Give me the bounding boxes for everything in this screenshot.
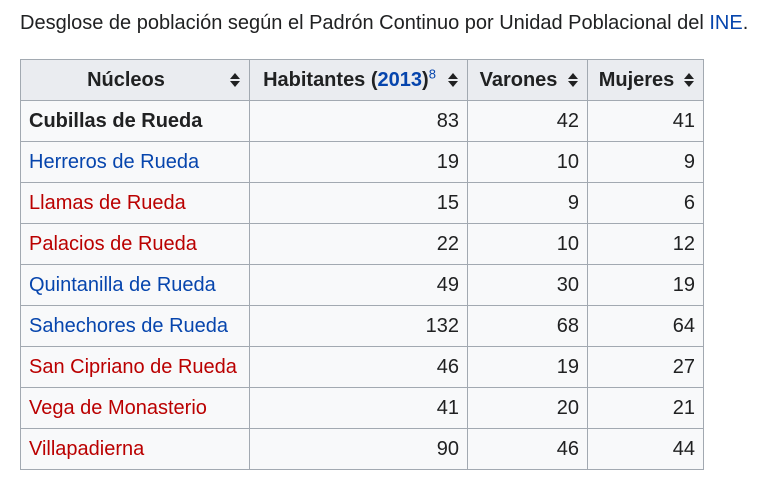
cell-varones: 68: [467, 305, 588, 347]
header-nucleos-label: Núcleos: [87, 68, 165, 91]
cell-varones: 19: [467, 346, 588, 388]
header-mujeres[interactable]: Mujeres: [587, 59, 704, 101]
nucleo-name: Cubillas de Rueda: [29, 109, 203, 132]
ine-link[interactable]: INE: [709, 12, 743, 34]
year-link[interactable]: 2013: [377, 68, 423, 91]
cell-habitantes: 132: [249, 305, 468, 347]
cell-varones: 42: [467, 100, 588, 142]
sort-icon[interactable]: [568, 73, 578, 87]
cell-nucleo: Villapadierna: [20, 428, 250, 470]
cell-varones: 10: [467, 223, 588, 265]
caption-text: Desglose de población según el Padrón Co…: [20, 12, 710, 34]
cell-nucleo: San Cipriano de Rueda: [20, 346, 250, 388]
cell-mujeres: 44: [587, 428, 704, 470]
nucleo-link[interactable]: San Cipriano de Rueda: [29, 355, 237, 378]
cell-mujeres: 41: [587, 100, 704, 142]
table-row: Cubillas de Rueda 83 42 41: [20, 100, 704, 142]
table-row: Herreros de Rueda 19 10 9: [20, 141, 704, 183]
cell-nucleo: Cubillas de Rueda: [20, 100, 250, 142]
cell-nucleo: Llamas de Rueda: [20, 182, 250, 224]
cell-mujeres: 21: [587, 387, 704, 429]
cell-nucleo: Vega de Monasterio: [20, 387, 250, 429]
cell-nucleo: Sahechores de Rueda: [20, 305, 250, 347]
population-table: Núcleos Habitantes (2013)8 Varones Mujer…: [20, 59, 704, 470]
nucleo-link[interactable]: Villapadierna: [29, 437, 145, 460]
header-varones-label: Varones: [479, 68, 558, 91]
cell-habitantes: 15: [249, 182, 468, 224]
cell-mujeres: 9: [587, 141, 704, 183]
nucleo-link[interactable]: Vega de Monasterio: [29, 396, 207, 419]
cell-nucleo: Herreros de Rueda: [20, 141, 250, 183]
header-habitantes[interactable]: Habitantes (2013)8: [249, 59, 468, 101]
cell-mujeres: 27: [587, 346, 704, 388]
cell-varones: 30: [467, 264, 588, 306]
table-row: Villapadierna 90 46 44: [20, 428, 704, 470]
header-habitantes-prefix: Habitantes (: [263, 68, 378, 91]
table-body: Cubillas de Rueda 83 42 41 Herreros de Rueda…: [20, 100, 704, 470]
nucleo-link[interactable]: Palacios de Rueda: [29, 232, 197, 255]
cell-habitantes: 83: [249, 100, 468, 142]
cell-habitantes: 22: [249, 223, 468, 265]
reference-link[interactable]: 8: [428, 65, 436, 81]
sort-icon[interactable]: [230, 73, 240, 87]
cell-habitantes: 19: [249, 141, 468, 183]
nucleo-link[interactable]: Quintanilla de Rueda: [29, 273, 216, 296]
cell-mujeres: 19: [587, 264, 704, 306]
nucleo-link[interactable]: Llamas de Rueda: [29, 191, 186, 214]
table-row: Sahechores de Rueda 132 68 64: [20, 305, 704, 347]
cell-mujeres: 64: [587, 305, 704, 347]
caption-period: .: [742, 12, 749, 34]
cell-mujeres: 12: [587, 223, 704, 265]
cell-habitantes: 49: [249, 264, 468, 306]
cell-nucleo: Palacios de Rueda: [20, 223, 250, 265]
header-varones[interactable]: Varones: [467, 59, 588, 101]
cell-varones: 46: [467, 428, 588, 470]
cell-varones: 20: [467, 387, 588, 429]
header-mujeres-label: Mujeres: [598, 68, 675, 91]
cell-nucleo: Quintanilla de Rueda: [20, 264, 250, 306]
table-row: Quintanilla de Rueda 49 30 19: [20, 264, 704, 306]
header-nucleos[interactable]: Núcleos: [20, 59, 250, 101]
cell-habitantes: 46: [249, 346, 468, 388]
sort-icon[interactable]: [684, 73, 694, 87]
table-row: Llamas de Rueda 15 9 6: [20, 182, 704, 224]
cell-varones: 10: [467, 141, 588, 183]
nucleo-link[interactable]: Herreros de Rueda: [29, 150, 200, 173]
sort-icon[interactable]: [448, 73, 458, 87]
table-row: Palacios de Rueda 22 10 12: [20, 223, 704, 265]
table-row: Vega de Monasterio 41 20 21: [20, 387, 704, 429]
header-habitantes-suffix: ): [422, 68, 429, 91]
table-caption: Desglose de población según el Padrón Co…: [20, 10, 748, 36]
header-row: Núcleos Habitantes (2013)8 Varones Mujer…: [20, 59, 704, 101]
cell-habitantes: 41: [249, 387, 468, 429]
nucleo-link[interactable]: Sahechores de Rueda: [29, 314, 229, 337]
cell-varones: 9: [467, 182, 588, 224]
cell-habitantes: 90: [249, 428, 468, 470]
table-row: San Cipriano de Rueda 46 19 27: [20, 346, 704, 388]
cell-mujeres: 6: [587, 182, 704, 224]
